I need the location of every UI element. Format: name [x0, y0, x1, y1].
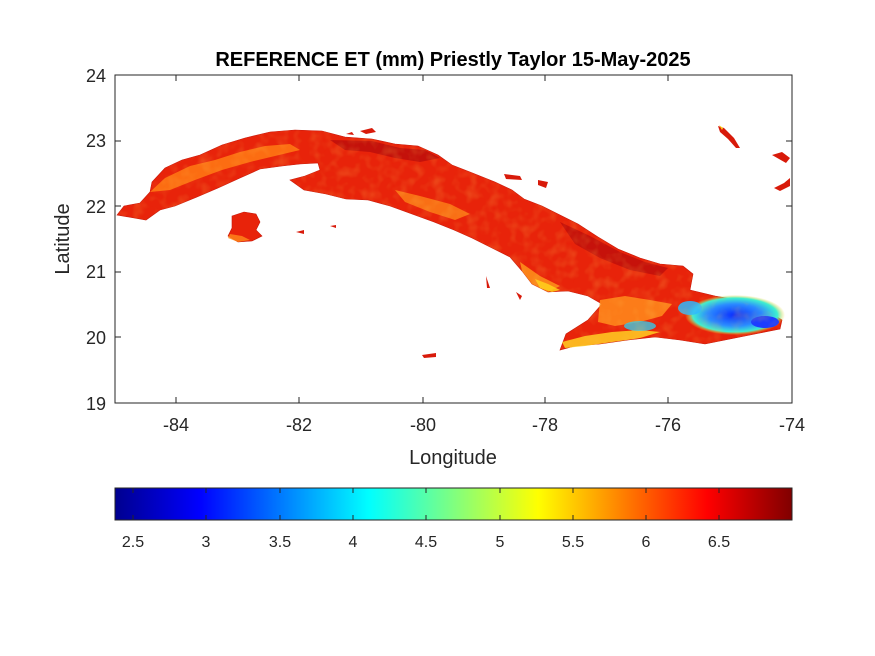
bahamas-cay-yellow — [719, 125, 723, 130]
bahamas-cay — [718, 126, 740, 148]
x-tick-label: -76 — [655, 415, 681, 435]
colorbar — [114, 487, 793, 521]
y-tick-label: 20 — [86, 328, 106, 348]
colorbar-tick-label: 6.5 — [708, 534, 730, 551]
y-axis-label: Latitude — [52, 203, 74, 274]
isla-orange-patch — [228, 234, 250, 242]
y-tick-label: 23 — [86, 131, 106, 151]
y-tick-label: 19 — [86, 394, 106, 414]
y-tick-label: 21 — [86, 262, 106, 282]
colorbar-tick-label: 4 — [349, 534, 358, 551]
y-tick-label: 22 — [86, 197, 106, 217]
x-tick-label: -78 — [532, 415, 558, 435]
x-tick-label: -82 — [286, 415, 312, 435]
hispaniola-tip — [772, 152, 790, 191]
map-axes — [114, 74, 793, 404]
x-tick-label: -84 — [163, 415, 189, 435]
colorbar-tick-label: 5 — [496, 534, 505, 551]
x-axis — [175, 75, 669, 403]
colorbar-ticks — [132, 488, 720, 520]
y-axis — [115, 140, 792, 338]
map-title: REFERENCE ET (mm) Priestly Taylor 15-May… — [215, 49, 690, 71]
colorbar-tick-label: 4.5 — [415, 534, 437, 551]
colorbar-tick-label: 6 — [642, 534, 651, 551]
x-tick-label: -80 — [410, 415, 436, 435]
colorbar-tick-label: 5.5 — [562, 534, 584, 551]
x-axis-label: Longitude — [409, 447, 497, 469]
colorbar-tick-label: 3 — [202, 534, 211, 551]
colorbar-tick-label: 3.5 — [269, 534, 291, 551]
x-tick-label: -74 — [779, 415, 805, 435]
isla-de-la-juventud — [227, 211, 263, 243]
colorbar-tick-label: 2.5 — [122, 534, 144, 551]
y-tick-label: 24 — [86, 66, 106, 86]
